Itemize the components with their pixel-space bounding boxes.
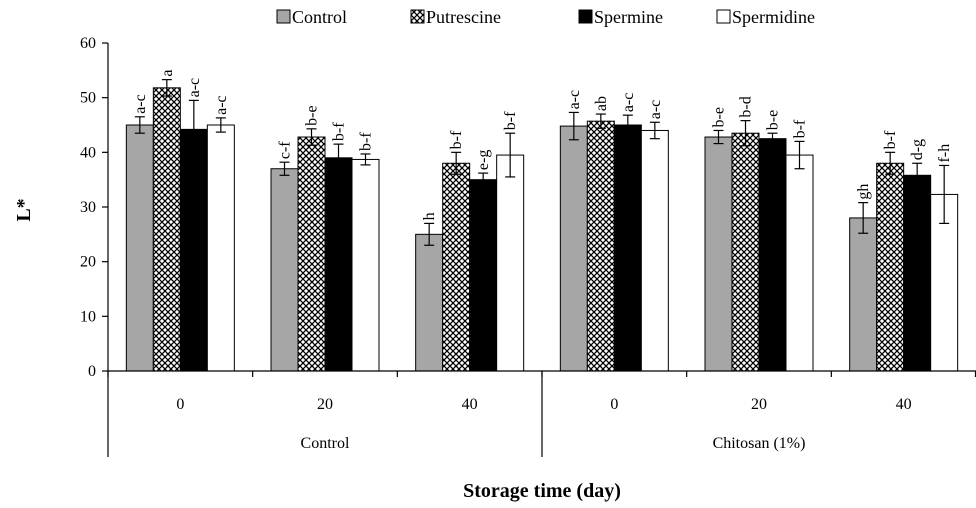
significance-label: b-e	[304, 105, 321, 125]
bar	[206, 124, 235, 372]
bar	[351, 158, 380, 372]
significance-label: a-c	[566, 90, 583, 110]
bar	[876, 162, 905, 372]
y-tick-label: 60	[80, 35, 96, 52]
bar	[415, 233, 444, 372]
significance-label: b-f	[331, 122, 348, 141]
x-tick-label: 40	[896, 396, 912, 413]
significance-label: a-c	[132, 94, 149, 114]
significance-label: a	[159, 70, 176, 77]
significance-label: e-g	[475, 150, 492, 170]
significance-label: f-h	[936, 144, 953, 163]
bar	[613, 124, 642, 372]
legend-swatch	[716, 9, 731, 24]
y-tick-label: 0	[88, 363, 96, 380]
legend: Control Putrescine Spermine Spermidine	[276, 7, 815, 27]
x-tick-label: 0	[610, 396, 618, 413]
bars: a-c c-f h a-c b-e gh a b-e b-f ab b-d b-f a-c b-f e-g a…	[125, 70, 959, 372]
significance-label: b-e	[765, 110, 782, 130]
significance-label: gh	[855, 184, 872, 200]
x-tick-label: 40	[462, 396, 478, 413]
significance-label: h	[421, 212, 438, 220]
y-tick-label: 40	[80, 144, 96, 161]
significance-label: b-f	[448, 130, 465, 149]
bar	[297, 136, 326, 372]
significance-label: a-c	[186, 78, 203, 98]
bar	[586, 120, 615, 372]
bar	[442, 162, 471, 372]
significance-label: a-c	[647, 100, 664, 120]
y-tick-label: 10	[80, 308, 96, 325]
bar	[270, 168, 299, 372]
significance-label: c-f	[277, 141, 294, 159]
bar	[559, 125, 588, 372]
x-tick-label: 20	[751, 396, 767, 413]
bar	[849, 217, 878, 372]
bar	[469, 179, 498, 372]
significance-label: d-g	[909, 139, 926, 160]
group-label: Control	[301, 435, 350, 452]
bar	[704, 136, 733, 372]
significance-label: b-f	[882, 130, 899, 149]
y-tick-label: 30	[80, 199, 96, 216]
x-tick-label: 20	[317, 396, 333, 413]
legend-label: Control	[292, 7, 347, 27]
y-tick-label: 50	[80, 90, 96, 107]
y-axis: 0 10 20 30 40 50 60	[80, 35, 109, 380]
legend-swatch	[276, 9, 291, 24]
legend-swatch	[578, 9, 593, 24]
bar	[152, 87, 181, 372]
x-tick-label: 0	[176, 396, 184, 413]
legend-label: Spermidine	[732, 7, 815, 27]
bar	[496, 154, 525, 372]
legend-swatch	[410, 9, 425, 24]
bar	[640, 129, 669, 372]
significance-label: b-d	[738, 96, 755, 117]
x-axis: 0 20 40 Control 0 20 40 Chitosan (1%)	[107, 370, 976, 457]
legend-label: Putrescine	[426, 7, 501, 27]
significance-label: b-e	[711, 107, 728, 127]
significance-label: a-c	[620, 93, 637, 113]
bar	[785, 154, 814, 372]
bar	[731, 132, 760, 372]
y-tick-label: 20	[80, 254, 96, 271]
bar	[758, 138, 787, 372]
significance-label: a-c	[213, 95, 230, 115]
significance-label: ab	[593, 96, 610, 111]
bar	[324, 157, 353, 372]
legend-label: Spermine	[594, 7, 663, 27]
significance-label: b-f	[502, 111, 519, 130]
significance-label: b-f	[358, 132, 375, 151]
group-label: Chitosan (1%)	[713, 435, 806, 452]
significance-label: b-f	[792, 119, 809, 138]
bar	[125, 124, 154, 372]
bar	[903, 174, 932, 372]
x-axis-title: Storage time (day)	[463, 480, 621, 502]
y-axis-title: L*	[13, 198, 35, 221]
bar	[179, 128, 208, 372]
